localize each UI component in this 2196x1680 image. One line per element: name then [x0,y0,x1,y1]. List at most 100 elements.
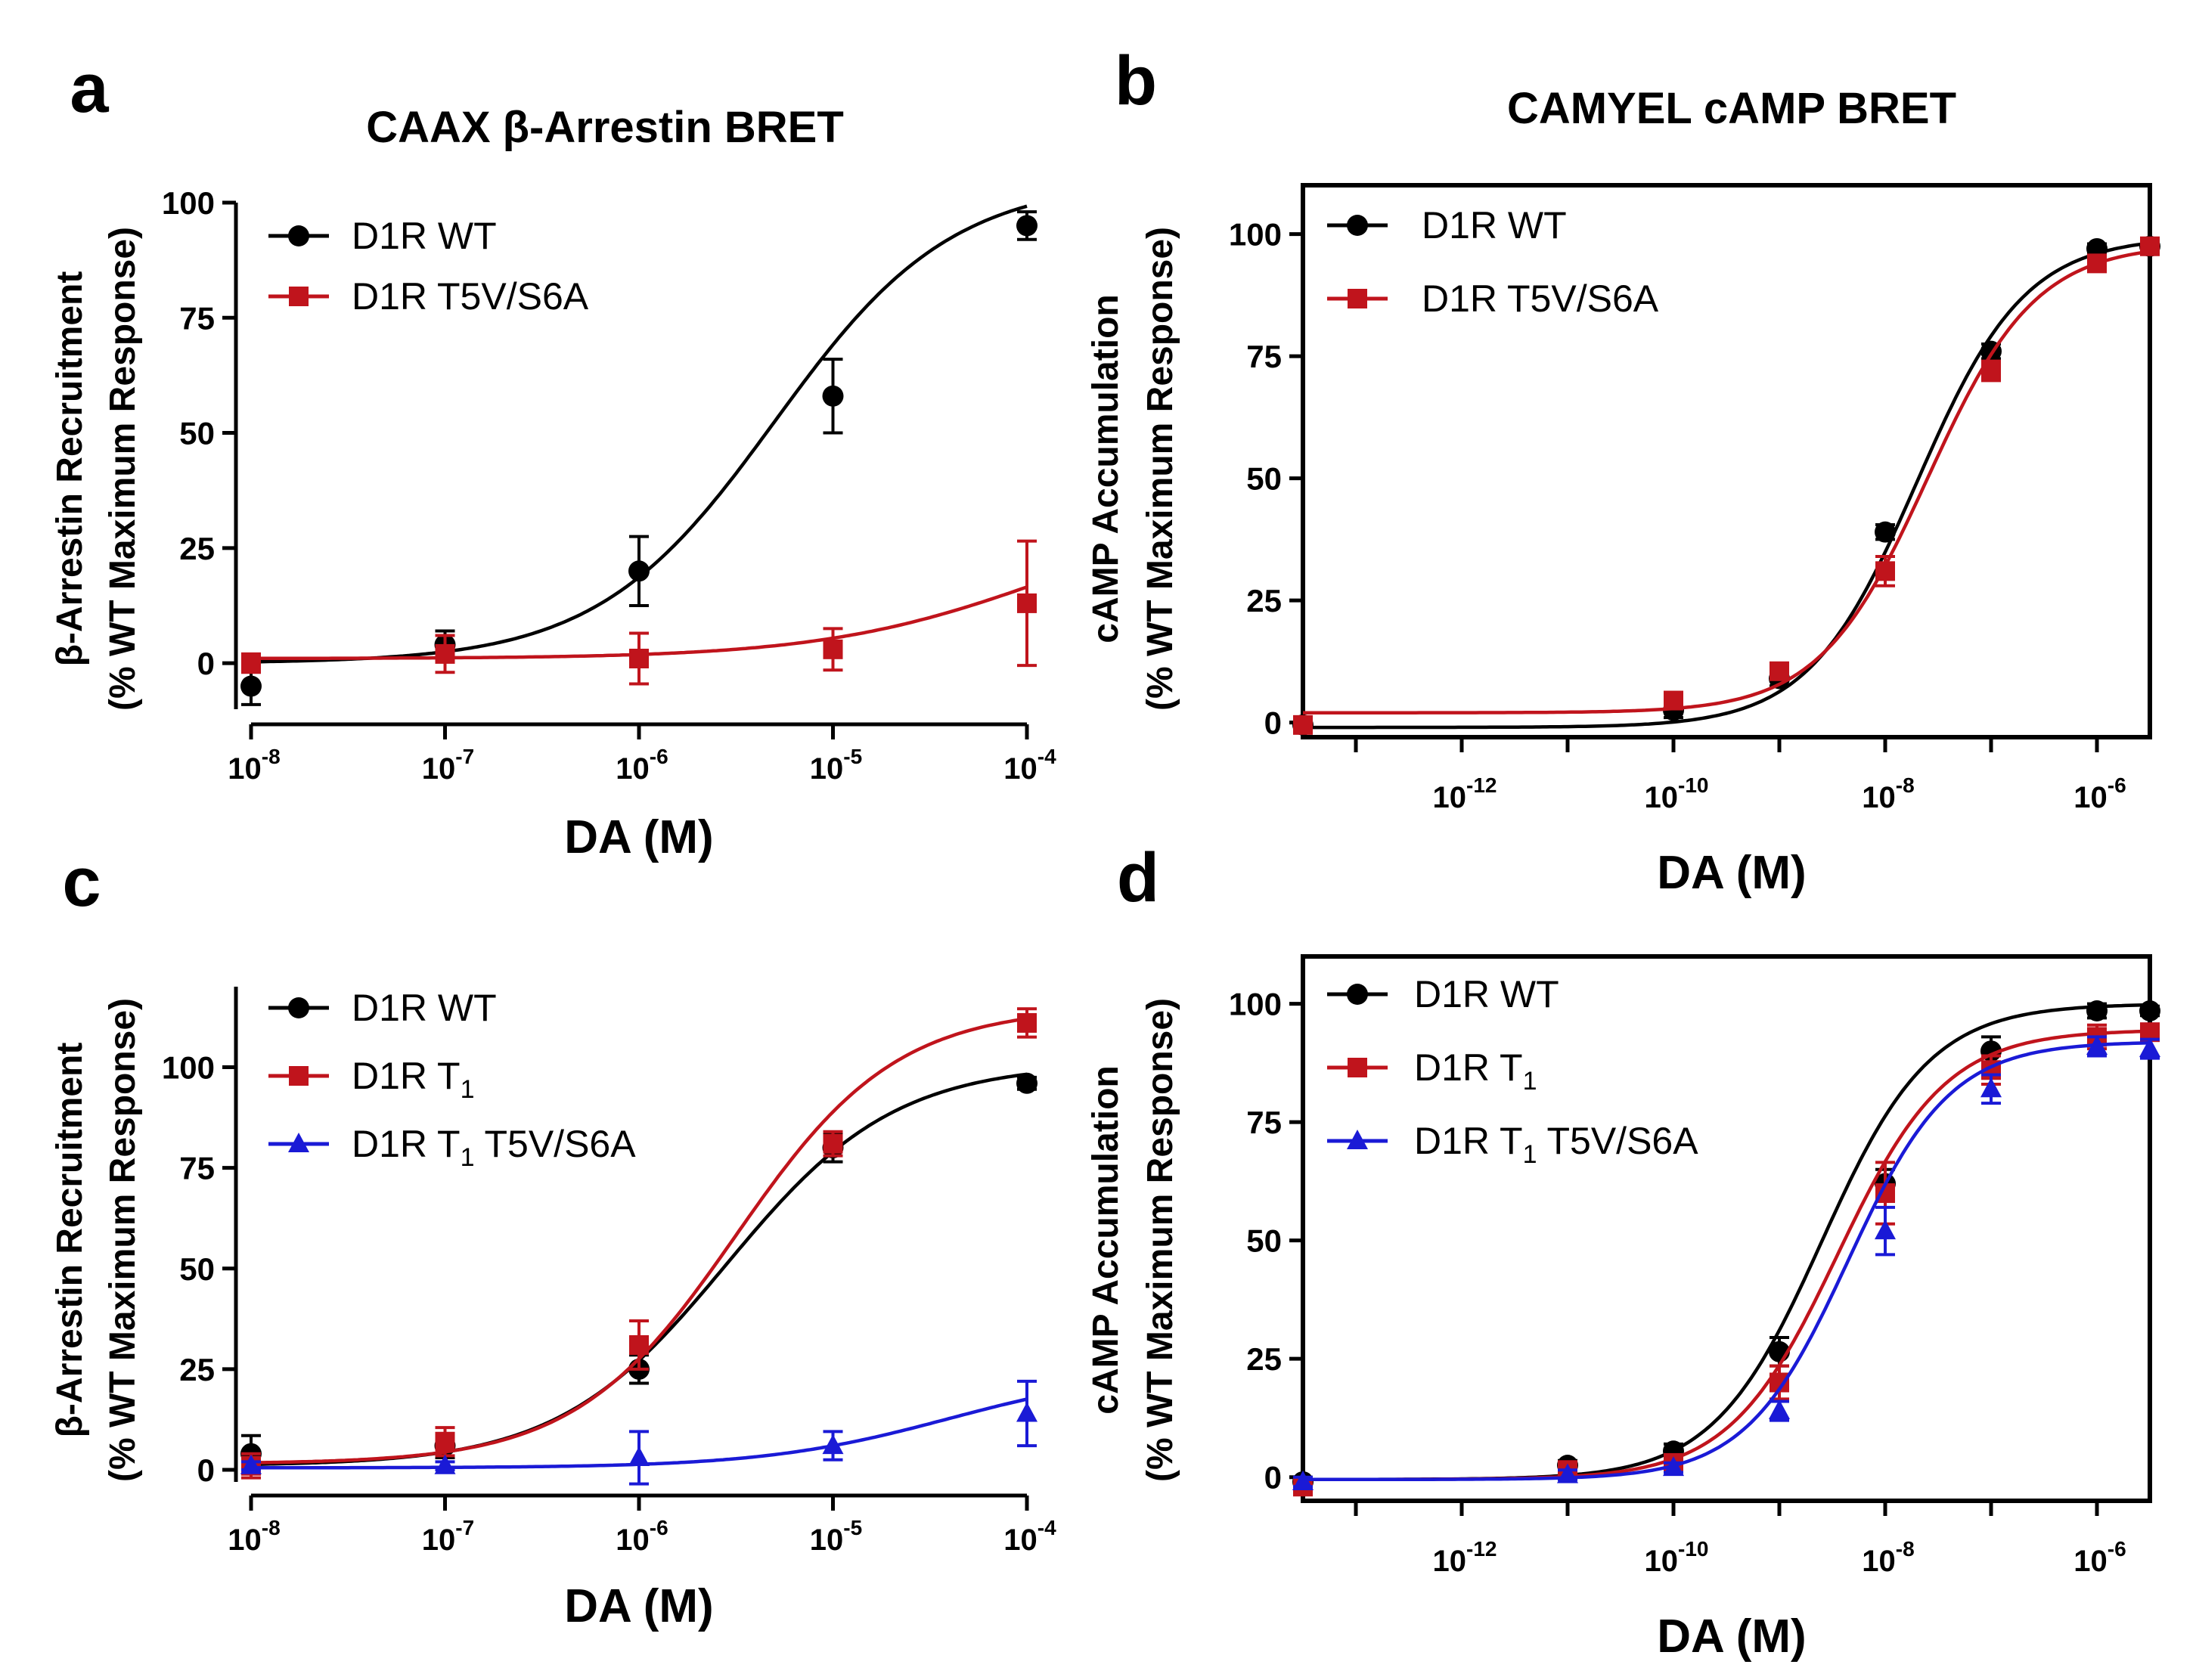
y-tick-label: 100 [1229,987,1282,1022]
series-1 [1293,1022,2160,1497]
legend-subscript: 1 [1523,1067,1537,1096]
y-tick-label: 75 [179,300,215,336]
legend-subscript: 1 [461,1075,475,1104]
legend-name: D1R T5V/S6A [352,275,589,318]
y-axis-label-line2: (% WT Maximum Response) [1140,998,1180,1482]
x-tick-label: 10-10 [1645,1537,1709,1578]
y-tick-label: 50 [1246,461,1282,497]
y-axis-label-line1: cAMP Accumulation [1086,1065,1126,1414]
legend-label: D1R WT [1414,973,1559,1015]
x-tick-base: 10 [1003,1523,1038,1557]
x-axis-label: DA (M) [1657,847,1806,899]
legend-marker [1348,1058,1367,1077]
y-tick-label: 0 [197,1452,215,1488]
legend-name: D1R T [352,1123,461,1165]
y-tick-label: 25 [179,1352,215,1387]
x-tick-label: 10-8 [1862,1537,1914,1578]
x-tick-base: 10 [422,752,456,786]
y-axis-label-line1: β-Arrestin Recruitment [50,1043,90,1438]
legend-label: D1R T1 T5V/S6A [1414,1120,1698,1169]
x-tick-exponent: -12 [1466,1537,1497,1561]
plot-frame [1301,183,2152,739]
y-tick-label: 25 [1246,583,1282,618]
x-tick-exponent: -7 [455,1516,474,1539]
y-tick-label: 50 [179,416,215,451]
legend-suffix: T5V/S6A [474,1123,636,1165]
data-point [435,643,455,664]
plot-frame [1301,954,2152,1503]
x-tick-base: 10 [1003,752,1038,786]
chart-title: CAMYEL cAMP BRET [1507,84,1956,133]
legend-name: D1R T [352,1055,461,1097]
x-tick-exponent: -6 [650,1516,668,1539]
y-tick-label: 25 [1246,1341,1282,1377]
panel-letter: c [62,844,101,921]
chart-title: CAAX β-Arrestin BRET [366,103,844,152]
x-tick-label: 10-8 [228,1516,280,1557]
x-tick-label: 10-5 [810,1516,862,1557]
x-axis-label: DA (M) [564,811,713,863]
data-point [628,1446,650,1467]
x-tick-exponent: -10 [1678,773,1708,797]
data-point [435,1431,455,1452]
x-tick-exponent: -8 [262,1516,281,1539]
data-point [1875,561,1895,581]
legend-label: D1R WT [1422,204,1567,246]
legend-suffix: T5V/S6A [1537,1120,1698,1162]
legend-label: D1R T1 T5V/S6A [352,1123,636,1172]
panel-letter: d [1117,839,1159,916]
data-point [1663,1456,1684,1477]
legend-label: D1R WT [352,987,497,1029]
y-tick-label: 100 [162,1050,215,1086]
data-point [1769,1399,1790,1420]
data-point [2140,236,2160,256]
legend-label: D1R T1 [352,1055,474,1104]
y-tick-label: 50 [1246,1223,1282,1259]
legend-label: D1R T1 [1414,1046,1537,1096]
y-tick-label: 100 [162,185,215,221]
y-axis-label-line2: (% WT Maximum Response) [103,227,143,711]
x-tick-exponent: -5 [843,1516,862,1539]
legend-label: D1R T5V/S6A [352,275,589,318]
y-tick-label: 0 [1264,1460,1282,1496]
y-tick-label: 100 [1229,217,1282,253]
fit-curve [1303,250,2151,714]
data-point [241,653,261,674]
x-tick-label: 10-4 [1003,745,1056,786]
fit-curve [1303,1041,2151,1482]
x-axis-label: DA (M) [1657,1610,1806,1663]
data-point [2087,253,2107,274]
data-point [1017,1012,1037,1033]
legend-label: D1R T5V/S6A [1422,277,1659,320]
x-tick-base: 10 [1645,1545,1679,1578]
series-1 [1293,236,2160,735]
legend-name: D1R T [1414,1046,1523,1089]
x-tick-exponent: -8 [1896,773,1915,797]
data-point [2139,1000,2160,1021]
y-tick-label: 0 [1264,705,1282,741]
x-tick-base: 10 [228,1523,262,1557]
x-tick-base: 10 [810,1523,844,1557]
legend-marker [1347,1130,1368,1149]
data-point [628,560,650,582]
data-point [1016,1072,1038,1094]
x-tick-label: 10-5 [810,745,862,786]
x-tick-base: 10 [2073,781,2108,814]
data-point [823,1133,843,1154]
x-tick-exponent: -7 [455,745,474,768]
x-tick-label: 10-4 [1003,1516,1056,1557]
panel-letter: a [70,50,109,127]
data-point [1016,1402,1038,1422]
y-tick-label: 0 [197,646,215,681]
legend-name: D1R WT [352,987,497,1029]
series-2 [240,1379,1038,1486]
legend: D1R WT D1R T5V/S6A [268,215,589,318]
x-tick-exponent: -6 [2108,1537,2126,1561]
x-tick-label: 10-7 [422,1516,474,1557]
data-point [823,639,843,659]
x-tick-base: 10 [1433,1545,1467,1578]
